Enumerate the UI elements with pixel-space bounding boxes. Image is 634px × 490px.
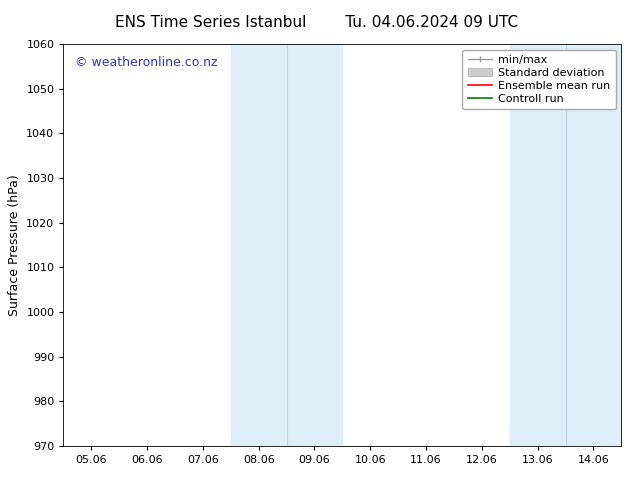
Legend: min/max, Standard deviation, Ensemble mean run, Controll run: min/max, Standard deviation, Ensemble me… xyxy=(462,49,616,109)
Text: ENS Time Series Istanbul        Tu. 04.06.2024 09 UTC: ENS Time Series Istanbul Tu. 04.06.2024 … xyxy=(115,15,519,30)
Bar xyxy=(510,44,621,446)
Bar xyxy=(231,44,342,446)
Text: © weatheronline.co.nz: © weatheronline.co.nz xyxy=(75,56,217,69)
Y-axis label: Surface Pressure (hPa): Surface Pressure (hPa) xyxy=(8,174,21,316)
